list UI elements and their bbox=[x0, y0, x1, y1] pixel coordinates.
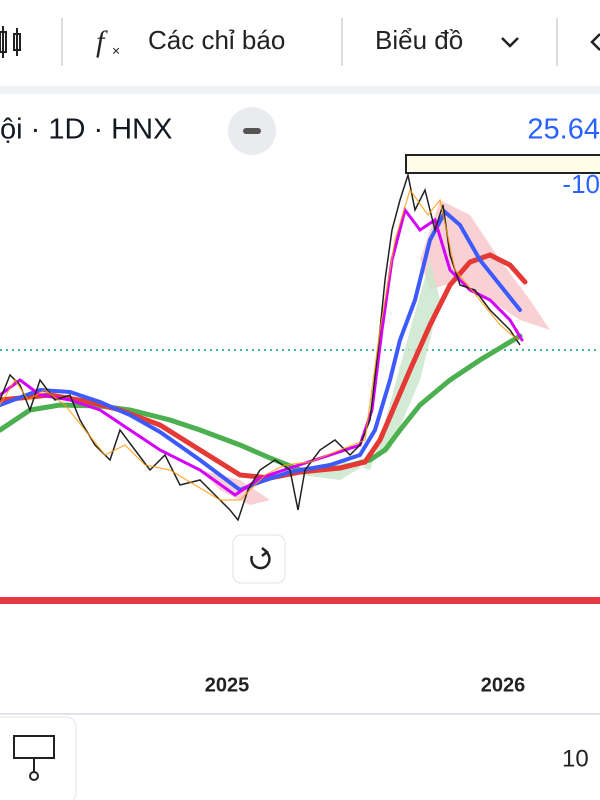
candle-icon[interactable] bbox=[0, 26, 21, 58]
toolbar bbox=[0, 0, 600, 86]
indicators-button[interactable]: Các chỉ báo bbox=[148, 25, 285, 55]
reset-icon-arrow bbox=[261, 547, 270, 557]
reset-icon bbox=[250, 551, 271, 570]
chevron bbox=[501, 37, 519, 48]
price-label: 25.64 bbox=[527, 114, 600, 146]
footer-value: 10 bbox=[562, 745, 589, 772]
symbol-label: ội · 1D · HNX bbox=[0, 114, 172, 146]
ma-red bbox=[0, 252, 528, 481]
chart-type-button[interactable]: Biểu đồ bbox=[375, 25, 463, 55]
footer-divider bbox=[0, 713, 600, 715]
fx-icon-x: × bbox=[112, 43, 120, 59]
back-icon[interactable] bbox=[590, 33, 600, 51]
x-tick-label: 2025 bbox=[205, 674, 250, 696]
collapse-icon bbox=[243, 128, 261, 134]
cloud-green bbox=[300, 260, 440, 480]
ma-blue bbox=[0, 208, 522, 493]
measure-box bbox=[405, 154, 600, 174]
price-trace-orange bbox=[0, 188, 519, 501]
x-tick-label: 2026 bbox=[481, 674, 526, 696]
drawing-tool-icon bbox=[29, 771, 39, 781]
alert-line bbox=[0, 597, 600, 604]
divider bbox=[0, 86, 600, 94]
reset-button[interactable] bbox=[232, 534, 286, 584]
change-label: -10 bbox=[562, 169, 600, 199]
